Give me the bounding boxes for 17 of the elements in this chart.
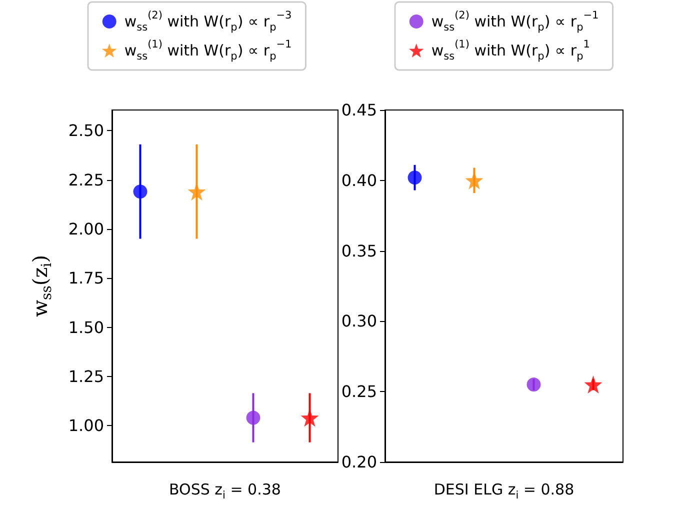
y-tick-label: 0.35 xyxy=(341,241,377,260)
y-tick-label: 2.25 xyxy=(68,170,104,190)
y-tick-label: 0.40 xyxy=(341,170,377,190)
y-tick-label: 0.20 xyxy=(341,452,377,472)
y-axis-title: wss(zi) xyxy=(28,254,55,318)
point xyxy=(408,170,422,185)
y-tick-label: 1.75 xyxy=(68,268,104,288)
y-tick-label: 1.50 xyxy=(68,318,104,337)
y-tick-label: 0.30 xyxy=(341,312,377,331)
y-tick-label: 1.25 xyxy=(68,366,104,386)
y-tick-label: 0.25 xyxy=(341,382,377,402)
y-tick-label: 0.45 xyxy=(341,100,377,120)
y-tick-label: 2.00 xyxy=(68,219,104,238)
y-tick-label: 2.50 xyxy=(68,121,104,140)
y-tick-label: 1.00 xyxy=(68,416,104,436)
point xyxy=(526,378,541,392)
point xyxy=(584,376,602,394)
